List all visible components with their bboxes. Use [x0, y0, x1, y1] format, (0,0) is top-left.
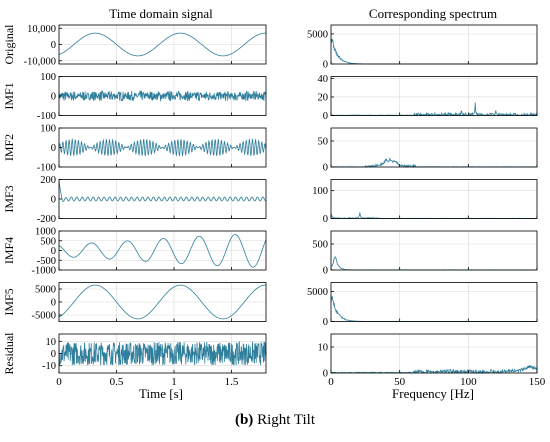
y-tick-label: -1000	[32, 266, 57, 277]
right-chart-title: Corresponding spectrum	[369, 6, 497, 21]
panel-label: IMF3	[2, 185, 16, 212]
series-line	[330, 212, 538, 219]
y-tick-label: -10	[42, 361, 56, 372]
x-tick-label: 0	[56, 376, 62, 388]
panel-0-2: -100 0 100 IMF2	[2, 124, 267, 174]
x-tick-label: 150	[529, 376, 546, 388]
y-tick-label: 0	[323, 60, 328, 71]
y-tick-label: -500	[37, 256, 56, 267]
y-tick-label: 500	[312, 240, 328, 251]
y-tick-label: 5000	[35, 285, 56, 296]
series-line	[58, 181, 267, 202]
y-tick-label: 100	[40, 72, 56, 83]
y-tick-label: 0	[51, 195, 56, 206]
y-tick-label: 500	[40, 236, 56, 247]
left-x-axis-label: Time [s]	[139, 386, 183, 401]
x-tick-label: 1	[171, 376, 177, 388]
panel-1-3: 0 100	[312, 179, 538, 225]
y-tick-label: 0	[51, 40, 56, 51]
y-tick-label: 0	[323, 317, 328, 328]
caption-text: Right Tilt	[257, 412, 316, 428]
panel-frame	[330, 127, 538, 168]
series-line	[330, 102, 538, 117]
right-x-axis-label: Frequency [Hz]	[392, 386, 474, 401]
y-tick-label: 10	[46, 337, 57, 348]
y-tick-label: -5000	[32, 311, 57, 322]
series-line	[330, 364, 538, 375]
y-tick-label: -100	[37, 163, 56, 174]
y-tick-label: 10	[318, 343, 329, 354]
x-tick-label: 50	[394, 376, 406, 388]
y-tick-label: 100	[312, 186, 328, 197]
series-line	[58, 284, 267, 320]
series-line	[330, 36, 538, 65]
figure-caption: (b) Right Tilt	[0, 412, 550, 429]
y-tick-label: -200	[37, 214, 56, 225]
panel-frame	[330, 333, 538, 374]
y-tick-label: 0	[51, 298, 56, 309]
series-line	[58, 234, 267, 268]
time-domain-panels: -10,000010,000Original-1000100IMF1-10001…	[2, 24, 267, 388]
series-line	[58, 138, 267, 158]
x-tick-label: 0.5	[110, 376, 124, 388]
panel-1-0: 0 5000	[307, 24, 538, 71]
series-line	[58, 32, 266, 57]
panel-0-0: -10,000 0 10,000 Original	[2, 24, 267, 67]
y-tick-label: 5000	[307, 287, 328, 298]
y-tick-label: 0	[323, 266, 328, 277]
y-tick-label: 0	[323, 214, 328, 225]
series-line	[330, 256, 538, 271]
panel-1-1: 0 20 40	[318, 74, 538, 122]
panel-1-5: 0 5000	[307, 282, 538, 328]
panel-1-2: 0 50	[318, 127, 538, 174]
panel-label: IMF2	[2, 134, 16, 161]
panel-0-3: -200 0 200 IMF3	[2, 175, 267, 225]
left-chart-title: Time domain signal	[109, 6, 213, 21]
y-tick-label: 0	[51, 92, 56, 103]
y-tick-label: 50	[318, 137, 329, 148]
panel-label: IMF5	[2, 288, 16, 315]
panel-frame	[330, 179, 538, 219]
x-tick-label: 100	[460, 376, 477, 388]
y-tick-label: 0	[323, 369, 328, 380]
panel-frame	[330, 24, 538, 65]
panel-frame	[330, 282, 538, 322]
y-tick-label: 0	[51, 349, 56, 360]
y-tick-label: 40	[318, 74, 329, 85]
y-tick-label: 0	[323, 163, 328, 174]
panel-label: Original	[2, 24, 16, 65]
y-tick-label: 100	[40, 124, 56, 135]
panel-0-5: -5000 0 5000 IMF5	[2, 282, 267, 322]
y-tick-label: 5000	[307, 30, 328, 41]
y-tick-label: 10,000	[27, 24, 56, 35]
panel-label: IMF1	[2, 82, 16, 109]
y-tick-label: 1000	[35, 227, 56, 238]
series-line	[330, 295, 538, 322]
panel-label: Residual	[2, 332, 16, 375]
x-tick-label: 0	[328, 376, 334, 388]
x-tick-label: 1.5	[225, 376, 239, 388]
y-tick-label: 0	[51, 246, 56, 257]
y-tick-label: 200	[40, 175, 56, 186]
panel-frame	[330, 230, 538, 271]
panel-1-4: 0 500	[312, 230, 538, 277]
series-line	[330, 157, 537, 169]
y-tick-label: -100	[37, 111, 56, 122]
caption-label: (b)	[234, 412, 254, 428]
y-tick-label: 0	[323, 111, 328, 122]
panel-0-1: -100 0 100 IMF1	[2, 72, 267, 122]
panel-label: IMF4	[2, 237, 16, 264]
series-line	[58, 341, 267, 366]
y-tick-label: -10,000	[24, 56, 56, 67]
panel-frame	[330, 76, 538, 116]
y-tick-label: 20	[318, 92, 329, 103]
y-tick-label: 0	[51, 143, 56, 154]
series-line	[58, 89, 267, 102]
